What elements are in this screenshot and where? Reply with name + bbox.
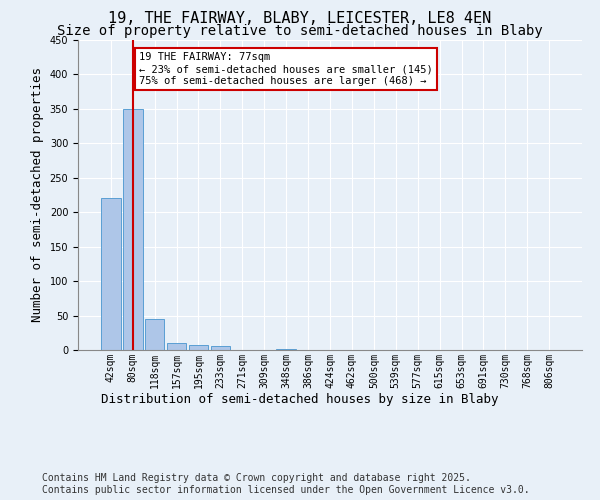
Text: 19, THE FAIRWAY, BLABY, LEICESTER, LE8 4EN: 19, THE FAIRWAY, BLABY, LEICESTER, LE8 4… [109,11,491,26]
Bar [145,319,164,350]
Bar [188,345,208,350]
Text: 19 THE FAIRWAY: 77sqm
← 23% of semi-detached houses are smaller (145)
75% of sem: 19 THE FAIRWAY: 77sqm ← 23% of semi-deta… [139,52,433,86]
Bar [211,346,230,350]
Bar [101,198,121,350]
Bar [123,109,143,350]
Text: Size of property relative to semi-detached houses in Blaby: Size of property relative to semi-detach… [57,24,543,38]
Y-axis label: Number of semi-detached properties: Number of semi-detached properties [31,68,44,322]
Bar [276,348,296,350]
Text: Distribution of semi-detached houses by size in Blaby: Distribution of semi-detached houses by … [101,392,499,406]
Text: Contains HM Land Registry data © Crown copyright and database right 2025.
Contai: Contains HM Land Registry data © Crown c… [42,474,530,495]
Bar [167,343,187,350]
